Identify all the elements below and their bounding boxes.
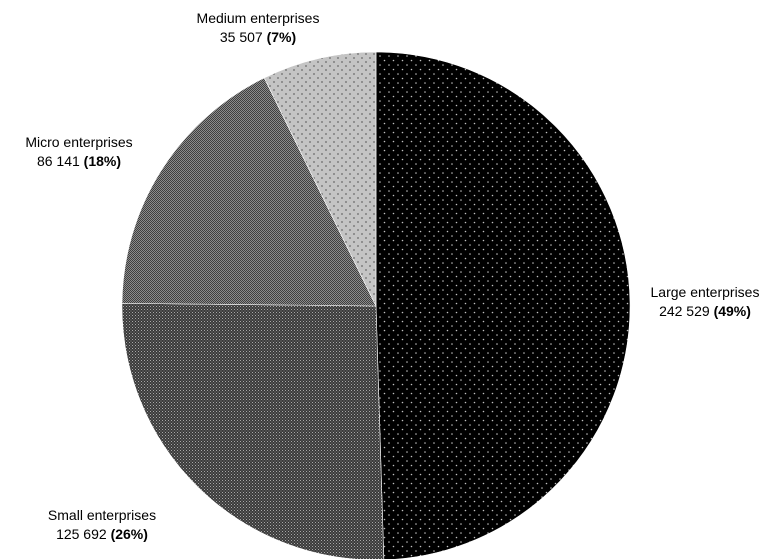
slice-label-name: Large enterprises [651, 284, 760, 300]
slice-label-value: 86 141 [37, 153, 84, 169]
pie-labels: Large enterprises 242 529 (49%) Small ente… [25, 10, 759, 542]
slice-label-large-enterprises: Large enterprises 242 529 (49%) [651, 284, 760, 319]
pie-slices [121, 51, 631, 559]
pie-slice-medium-enterprises [263, 51, 377, 307]
slice-label-percent: (18%) [84, 153, 121, 169]
slice-label-name: Micro enterprises [25, 134, 132, 150]
slice-label-percent: (26%) [111, 526, 148, 542]
slice-label-micro-enterprises: Micro enterprises 86 141 (18%) [25, 134, 132, 169]
slice-label-percent: (49%) [714, 303, 751, 319]
slice-label-name: Small enterprises [48, 507, 156, 523]
pie-slice-small-enterprises [121, 303, 385, 559]
pie-slice-large-enterprises [375, 51, 631, 559]
slice-label-value: 35 507 [220, 29, 267, 45]
slice-label-value: 242 529 [659, 303, 714, 319]
slice-label-value: 125 692 [56, 526, 111, 542]
pie-slice-micro-enterprises [121, 77, 377, 307]
slice-label-name: Medium enterprises [197, 10, 320, 26]
slice-label-percent: (7%) [267, 29, 297, 45]
slice-label-medium-enterprises: Medium enterprises 35 507 (7%) [197, 10, 320, 45]
slice-label-small-enterprises: Small enterprises 125 692 (26%) [48, 507, 156, 542]
